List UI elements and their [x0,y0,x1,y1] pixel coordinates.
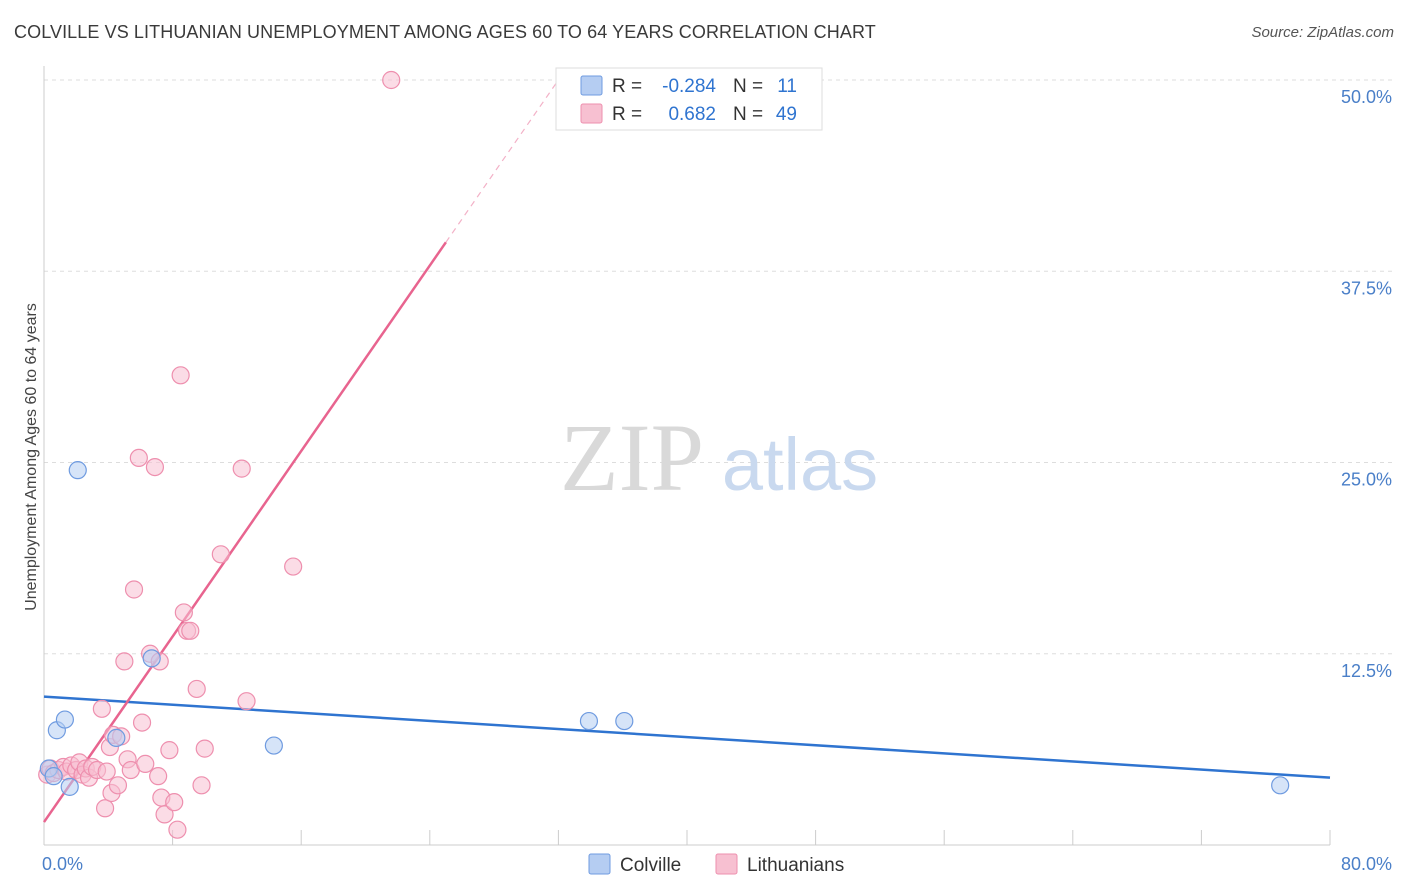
legend-swatch-lithuanians [580,103,603,124]
lithuanian-point [132,713,152,732]
lithuanian-point [195,739,214,758]
colville-point [107,728,126,748]
x-tick-label: 80.0% [1341,854,1392,874]
colville-point [579,711,599,731]
lithuanian-point [382,70,401,90]
lithuanian-point [155,805,174,824]
legend-n-label: N = [733,104,763,125]
lithuanian-point [192,776,211,795]
legend-swatch-colville [580,75,603,96]
lithuanian-point [232,459,251,478]
watermark: ZIP atlas [560,404,878,511]
lithuanian-point [160,741,179,760]
legend-r-label: R = [612,104,642,125]
lithuanian-point [149,767,168,786]
colville-point [55,710,74,729]
lithuanian-trend-line [42,241,447,823]
legend-r-value: -0.284 [662,76,716,97]
colville-trend-line [43,695,1331,779]
colville-point [44,767,63,786]
lithuanian-point [168,820,187,839]
colville-point [615,711,634,731]
series-legend-colville: Colville [620,855,681,876]
x-tick-label: 0.0% [42,854,83,874]
y-tick-label: 25.0% [1341,470,1392,490]
chart-title: COLVILLE VS LITHUANIAN UNEMPLOYMENT AMON… [14,22,876,42]
colville-point [68,461,87,480]
trend-lines [42,79,1331,823]
lithuanian-point [124,580,144,599]
colville-point [60,777,79,796]
tick-labels: 12.5% 25.0% 37.5% 50.0% 0.0% 80.0% [42,87,1392,874]
legend-n-value: 49 [776,104,797,125]
lithuanian-point [237,692,256,711]
y-axis-label: Unemployment Among Ages 60 to 64 years [23,303,40,611]
lithuanian-point [145,457,165,477]
series-legend-lithuanians: Lithuanians [747,855,844,876]
watermark-atlas: atlas [722,423,878,506]
axes [43,66,1331,846]
lithuanian-point [187,679,206,699]
y-tick-label: 12.5% [1341,661,1392,681]
series-legend: Colville Lithuanians [588,853,844,876]
series-legend-swatch-lithuanians [715,853,738,875]
lithuanian-point [97,762,116,781]
grid-lines [44,79,1392,655]
lithuanian-point [181,621,200,640]
y-tick-label: 37.5% [1341,278,1392,298]
watermark-zip: ZIP [560,404,704,511]
legend-r-value: 0.682 [668,104,716,125]
colville-point [1271,776,1290,795]
lithuanian-point [174,603,193,622]
y-tick-label: 50.0% [1341,87,1392,107]
colville-point [142,649,161,668]
series-legend-swatch-colville [588,853,611,875]
legend-r-label: R = [612,76,642,97]
lithuanian-point [95,799,115,818]
colville-point [264,736,283,755]
lithuanian-point [171,366,190,385]
correlation-legend: R = -0.284 N = 11 R = 0.682 N = 49 [555,67,823,131]
lithuanian-point [284,557,303,576]
lithuanian-point [165,793,184,812]
lithuanian-point [108,776,128,795]
lithuanian-point [115,652,134,671]
data-points [38,70,1290,839]
lithuanian-trend-line-extension [445,79,559,243]
legend-n-label: N = [733,76,763,97]
lithuanian-point [129,448,148,468]
lithuanian-point [136,754,155,774]
lithuanian-point [92,699,111,718]
lithuanian-point [211,545,230,564]
source-label: Source: ZipAtlas.com [1251,24,1394,41]
legend-n-value: 11 [777,76,797,97]
